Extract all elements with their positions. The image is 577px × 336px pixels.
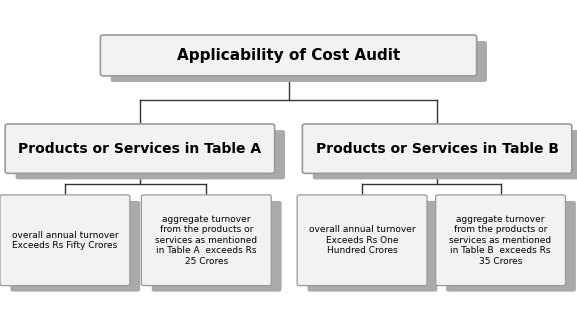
Text: aggregate turnover
from the products or
services as mentioned
in Table A  exceed: aggregate turnover from the products or … xyxy=(155,215,257,265)
Text: overall annual turnover
Exceeds Rs Fifty Crores: overall annual turnover Exceeds Rs Fifty… xyxy=(12,230,118,250)
FancyBboxPatch shape xyxy=(152,201,282,292)
FancyBboxPatch shape xyxy=(5,124,275,173)
FancyBboxPatch shape xyxy=(100,35,477,76)
Text: Products or Services in Table A: Products or Services in Table A xyxy=(18,142,261,156)
FancyBboxPatch shape xyxy=(10,201,140,292)
Text: aggregate turnover
from the products or
services as mentioned
in Table B  exceed: aggregate turnover from the products or … xyxy=(449,215,552,265)
FancyBboxPatch shape xyxy=(313,130,577,179)
FancyBboxPatch shape xyxy=(302,124,572,173)
FancyBboxPatch shape xyxy=(16,130,285,179)
FancyBboxPatch shape xyxy=(308,201,437,292)
FancyBboxPatch shape xyxy=(0,195,130,286)
FancyBboxPatch shape xyxy=(436,195,565,286)
FancyBboxPatch shape xyxy=(111,41,487,82)
Text: overall annual turnover
Exceeds Rs One
Hundred Crores: overall annual turnover Exceeds Rs One H… xyxy=(309,225,415,255)
FancyBboxPatch shape xyxy=(297,195,427,286)
Text: Applicability of Cost Audit: Applicability of Cost Audit xyxy=(177,48,400,63)
FancyBboxPatch shape xyxy=(141,195,271,286)
FancyBboxPatch shape xyxy=(446,201,576,292)
Text: Products or Services in Table B: Products or Services in Table B xyxy=(316,142,559,156)
